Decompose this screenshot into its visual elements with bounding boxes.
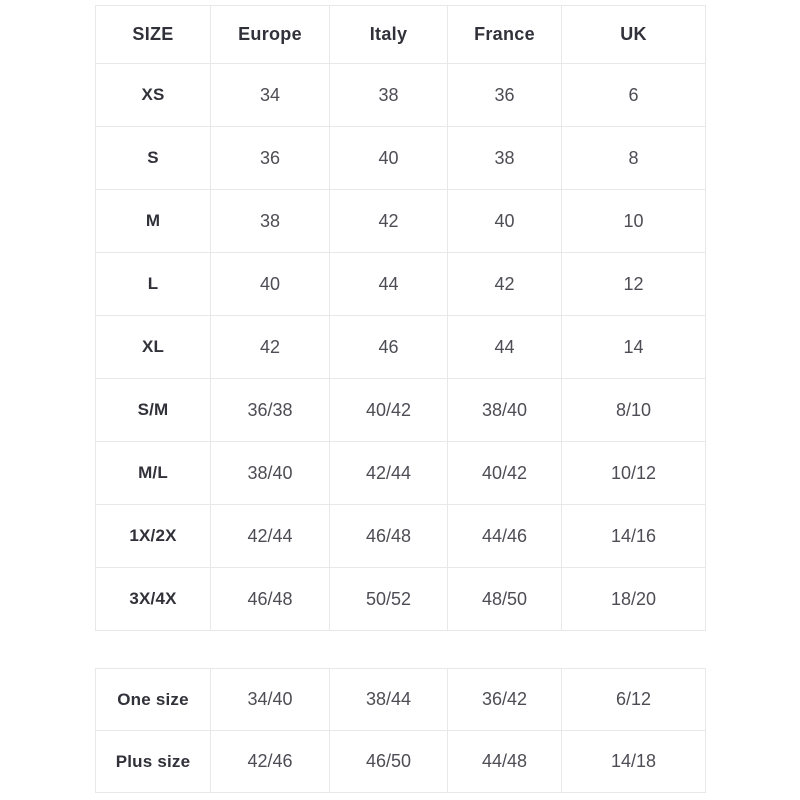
cell-europe: 42 xyxy=(210,315,330,379)
cell-europe: 42/46 xyxy=(210,730,330,793)
special-sizes-table-body: One size 34/40 38/44 36/42 6/12 Plus size 42/4… xyxy=(95,668,706,793)
row-label: 1X/2X xyxy=(95,504,211,568)
row-label: M/L xyxy=(95,441,211,505)
row-label: S xyxy=(95,126,211,190)
header-row: SIZE Europe Italy France UK xyxy=(95,5,706,64)
table-row: S 36 40 38 8 xyxy=(95,126,706,190)
table-row: One size 34/40 38/44 36/42 6/12 xyxy=(95,668,706,731)
cell-france: 40 xyxy=(447,189,562,253)
cell-uk: 10/12 xyxy=(561,441,706,505)
cell-uk: 12 xyxy=(561,252,706,316)
cell-italy: 38/44 xyxy=(329,668,448,731)
header-uk: UK xyxy=(561,5,706,64)
table-row: M/L 38/40 42/44 40/42 10/12 xyxy=(95,441,706,505)
table-header: SIZE Europe Italy France UK xyxy=(95,5,706,64)
row-label: XL xyxy=(95,315,211,379)
row-label: 3X/4X xyxy=(95,567,211,631)
cell-europe: 34/40 xyxy=(210,668,330,731)
row-label: L xyxy=(95,252,211,316)
header-europe: Europe xyxy=(210,5,330,64)
table-row: Plus size 42/46 46/50 44/48 14/18 xyxy=(95,730,706,793)
cell-france: 38/40 xyxy=(447,378,562,442)
cell-italy: 38 xyxy=(329,63,448,127)
cell-france: 36/42 xyxy=(447,668,562,731)
cell-france: 42 xyxy=(447,252,562,316)
cell-uk: 8/10 xyxy=(561,378,706,442)
cell-italy: 50/52 xyxy=(329,567,448,631)
cell-uk: 14/16 xyxy=(561,504,706,568)
table-row: XS 34 38 36 6 xyxy=(95,63,706,127)
cell-europe: 38/40 xyxy=(210,441,330,505)
special-sizes-table: One size 34/40 38/44 36/42 6/12 Plus size 42/4… xyxy=(95,668,706,793)
cell-france: 40/42 xyxy=(447,441,562,505)
table-row: L 40 44 42 12 xyxy=(95,252,706,316)
cell-uk: 14/18 xyxy=(561,730,706,793)
cell-europe: 46/48 xyxy=(210,567,330,631)
cell-uk: 8 xyxy=(561,126,706,190)
header-france: France xyxy=(447,5,562,64)
row-label: One size xyxy=(95,668,211,731)
cell-uk: 10 xyxy=(561,189,706,253)
cell-italy: 40 xyxy=(329,126,448,190)
table-row: 3X/4X 46/48 50/52 48/50 18/20 xyxy=(95,567,706,631)
cell-italy: 46/48 xyxy=(329,504,448,568)
cell-france: 48/50 xyxy=(447,567,562,631)
cell-italy: 46 xyxy=(329,315,448,379)
row-label: Plus size xyxy=(95,730,211,793)
table-row: S/M 36/38 40/42 38/40 8/10 xyxy=(95,378,706,442)
table-row: M 38 42 40 10 xyxy=(95,189,706,253)
cell-uk: 6/12 xyxy=(561,668,706,731)
cell-europe: 38 xyxy=(210,189,330,253)
row-label: XS xyxy=(95,63,211,127)
cell-italy: 42/44 xyxy=(329,441,448,505)
cell-france: 44 xyxy=(447,315,562,379)
cell-uk: 18/20 xyxy=(561,567,706,631)
cell-europe: 40 xyxy=(210,252,330,316)
cell-uk: 6 xyxy=(561,63,706,127)
row-label: M xyxy=(95,189,211,253)
cell-italy: 44 xyxy=(329,252,448,316)
cell-france: 44/46 xyxy=(447,504,562,568)
cell-europe: 36/38 xyxy=(210,378,330,442)
row-label: S/M xyxy=(95,378,211,442)
header-italy: Italy xyxy=(329,5,448,64)
size-table-body: XS 34 38 36 6 S 36 40 38 8 M 38 42 40 10 L 40 44 42 12 XL 42 4… xyxy=(95,63,706,631)
table-row: XL 42 46 44 14 xyxy=(95,315,706,379)
cell-france: 38 xyxy=(447,126,562,190)
cell-europe: 34 xyxy=(210,63,330,127)
cell-italy: 40/42 xyxy=(329,378,448,442)
header-size: SIZE xyxy=(95,5,211,64)
cell-france: 44/48 xyxy=(447,730,562,793)
size-conversion-table: SIZE Europe Italy France UK XS 34 38 36 6 S 36… xyxy=(95,5,706,631)
cell-europe: 36 xyxy=(210,126,330,190)
cell-france: 36 xyxy=(447,63,562,127)
cell-italy: 46/50 xyxy=(329,730,448,793)
cell-europe: 42/44 xyxy=(210,504,330,568)
cell-uk: 14 xyxy=(561,315,706,379)
table-row: 1X/2X 42/44 46/48 44/46 14/16 xyxy=(95,504,706,568)
cell-italy: 42 xyxy=(329,189,448,253)
